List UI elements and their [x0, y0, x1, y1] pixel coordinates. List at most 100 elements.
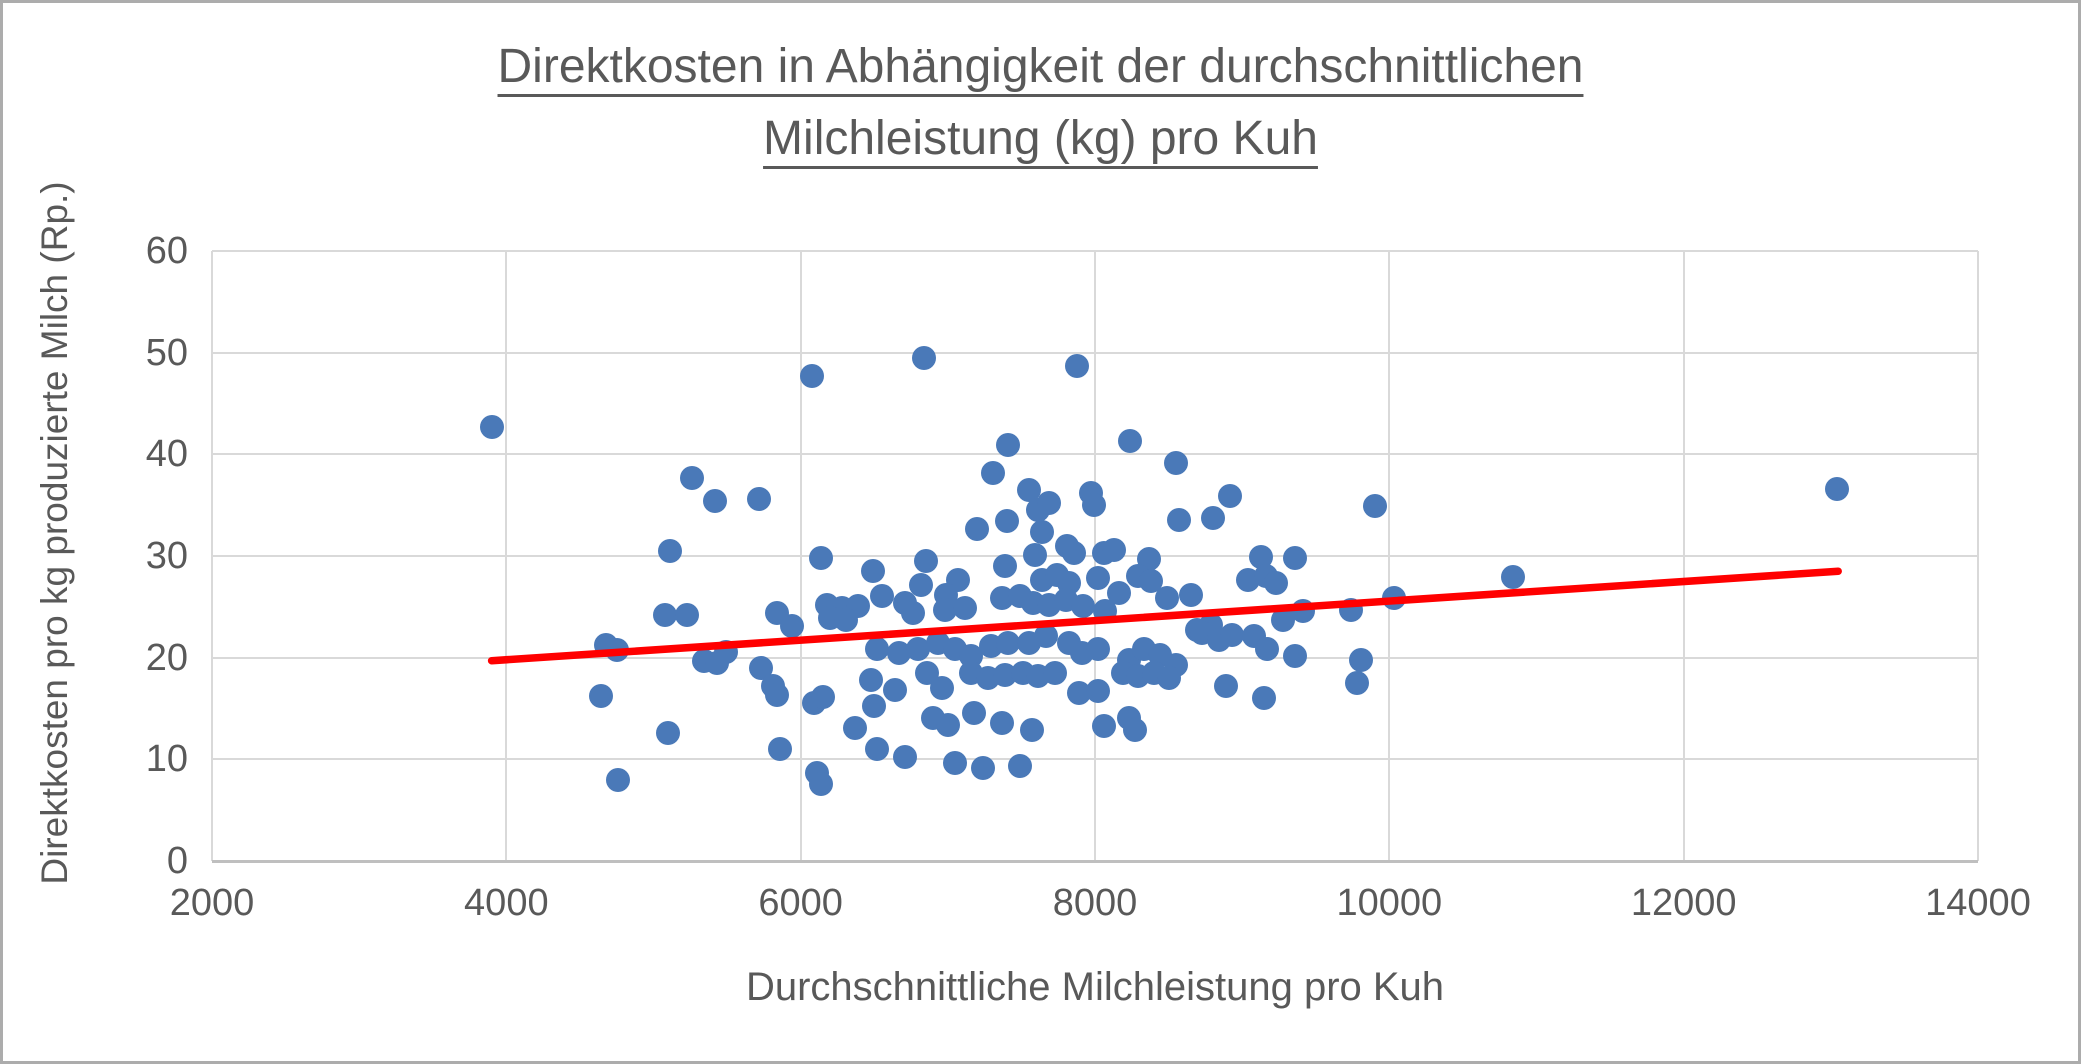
data-point	[860, 559, 885, 584]
y-gridline	[212, 453, 1978, 456]
x-tick-label: 14000	[1925, 882, 2031, 924]
y-tick-label: 20	[145, 636, 188, 679]
data-point	[859, 668, 884, 693]
data-point	[1007, 754, 1032, 779]
y-gridline	[212, 758, 1978, 761]
trendline-layer	[487, 567, 1842, 665]
data-point	[1362, 494, 1387, 519]
chart-title: Direktkosten in Abhängigkeit der durchsc…	[3, 31, 2078, 175]
data-point	[768, 737, 793, 762]
data-point	[981, 460, 1006, 485]
x-axis-title: Durchschnittliche Milchleistung pro Kuh	[745, 965, 1445, 1009]
data-point	[965, 516, 990, 541]
data-point	[912, 345, 937, 370]
plot-area	[211, 250, 1979, 863]
data-point	[1085, 679, 1110, 704]
data-point	[1255, 636, 1280, 661]
data-point	[765, 683, 790, 708]
data-point	[1163, 451, 1188, 476]
data-point	[810, 685, 835, 710]
data-point	[1500, 565, 1525, 590]
data-point	[479, 414, 504, 439]
x-tick-label: 8000	[1052, 882, 1138, 924]
data-point	[679, 465, 704, 490]
data-point	[656, 720, 681, 745]
x-tick-label: 2000	[169, 882, 255, 924]
y-tick-label: 50	[145, 331, 188, 374]
data-point	[1156, 666, 1181, 690]
data-point	[1043, 660, 1068, 685]
data-point	[606, 767, 631, 792]
data-point	[971, 756, 996, 781]
y-tick-label: 30	[145, 535, 188, 577]
x-tick-label: 10000	[1336, 882, 1443, 924]
data-point	[869, 583, 894, 608]
data-point	[1037, 491, 1062, 516]
y-tick-label: 0	[166, 840, 188, 882]
data-point	[1062, 540, 1087, 565]
data-point	[1283, 546, 1308, 571]
data-point	[1030, 519, 1055, 544]
data-point	[1034, 624, 1059, 649]
data-point	[1213, 674, 1238, 699]
data-point	[1118, 429, 1143, 454]
data-point	[994, 509, 1019, 534]
y-tick-label: 60	[145, 230, 188, 272]
data-point	[1091, 713, 1116, 738]
data-point	[1085, 566, 1110, 591]
data-point	[657, 538, 682, 563]
data-point	[779, 614, 804, 639]
y-tick-label: 10	[145, 738, 188, 781]
data-point	[935, 712, 960, 737]
data-point	[1283, 643, 1308, 668]
data-point	[996, 433, 1021, 458]
data-point	[1065, 353, 1090, 378]
data-point	[588, 684, 613, 709]
data-point	[1349, 647, 1374, 672]
data-point	[932, 597, 957, 622]
data-point	[993, 554, 1018, 579]
data-point	[1264, 571, 1288, 596]
data-point	[1016, 477, 1041, 502]
data-point	[865, 636, 890, 661]
data-point	[900, 600, 925, 625]
x-tick-label: 4000	[464, 882, 549, 924]
data-point	[953, 595, 978, 620]
data-point	[1102, 537, 1127, 562]
data-point	[703, 489, 728, 514]
data-point	[1019, 717, 1044, 742]
x-tick-label: 12000	[1630, 882, 1737, 924]
data-point	[929, 676, 954, 701]
x-tick-label: 6000	[758, 882, 843, 924]
data-point	[962, 700, 987, 725]
data-point	[747, 487, 772, 512]
data-point	[865, 737, 890, 762]
data-point	[1022, 542, 1047, 567]
data-point	[1218, 484, 1243, 509]
data-point	[882, 678, 907, 703]
trendline	[487, 567, 1842, 665]
data-point	[1106, 580, 1131, 605]
data-point	[1344, 671, 1369, 696]
data-point	[1081, 493, 1106, 518]
data-point	[1824, 476, 1849, 501]
data-point	[893, 745, 918, 770]
data-point	[996, 631, 1021, 656]
y-gridline	[212, 860, 1978, 863]
y-gridline	[212, 250, 1978, 252]
chart-title-line1: Direktkosten in Abhängigkeit der durchsc…	[497, 40, 1584, 93]
data-point	[1122, 717, 1147, 742]
data-point	[809, 771, 834, 796]
data-point	[843, 715, 868, 740]
data-point	[862, 694, 887, 719]
data-point	[809, 546, 834, 571]
data-point	[1085, 636, 1110, 661]
chart-title-line2: Milchleistung (kg) pro Kuh	[763, 112, 1318, 165]
data-point	[1155, 585, 1180, 610]
data-point	[800, 364, 825, 389]
data-point	[1071, 593, 1096, 618]
data-point	[913, 549, 938, 574]
data-point	[1166, 508, 1191, 533]
y-gridline	[212, 351, 1978, 354]
